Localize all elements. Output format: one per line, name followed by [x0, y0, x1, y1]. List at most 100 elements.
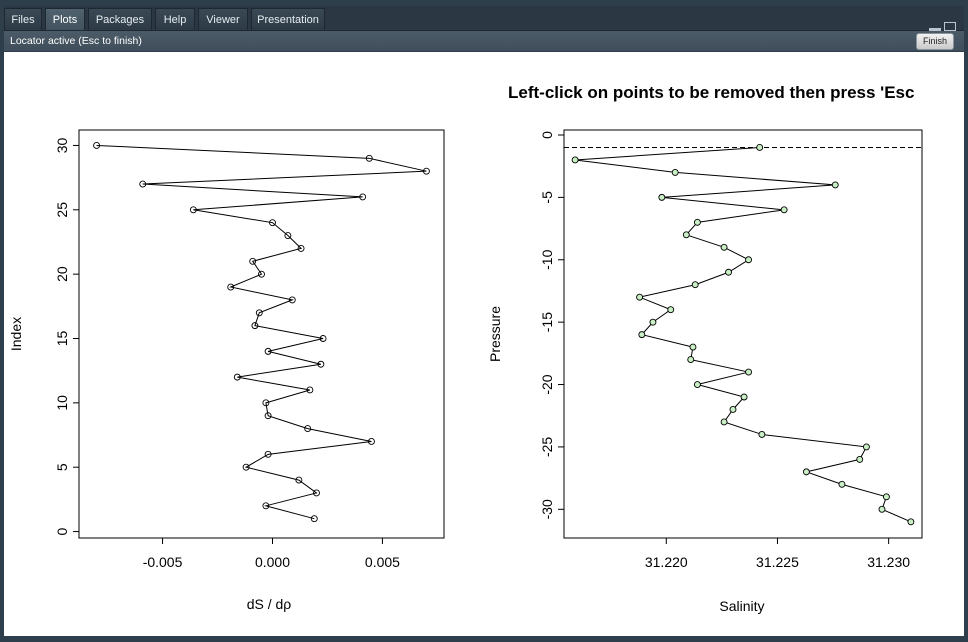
left-data-point[interactable] [422, 167, 430, 175]
right-data-point[interactable] [740, 393, 748, 401]
left-y-tick-label: 30 [54, 137, 70, 153]
right-x-tick-label: 31.220 [645, 554, 688, 570]
right-data-point[interactable] [691, 281, 699, 289]
right-data-point[interactable] [856, 455, 864, 463]
left-data-point[interactable] [310, 515, 318, 523]
right-data-point[interactable] [649, 318, 657, 326]
left-series-line [96, 144, 427, 520]
right-data-point[interactable] [720, 418, 728, 426]
left-x-axis-label: dS / dρ [247, 596, 292, 612]
left-data-point[interactable] [227, 283, 235, 291]
left-data-point[interactable] [319, 335, 327, 342]
left-y-tick-label: 20 [54, 266, 70, 282]
tab-files[interactable]: Files [4, 8, 42, 30]
left-data-point[interactable] [189, 206, 197, 214]
left-data-point[interactable] [264, 450, 272, 458]
right-data-point[interactable] [745, 256, 753, 264]
right-data-point[interactable] [693, 218, 701, 226]
left-data-point[interactable] [295, 476, 303, 484]
right-data-point[interactable] [693, 381, 701, 388]
left-data-point[interactable] [359, 193, 367, 201]
right-data-point[interactable] [638, 331, 646, 339]
left-data-point[interactable] [313, 489, 320, 497]
right-data-point[interactable] [878, 505, 886, 513]
left-data-point[interactable] [367, 438, 375, 445]
left-data-point[interactable] [255, 309, 263, 317]
finish-button[interactable]: Finish [915, 33, 954, 50]
right-data-point[interactable] [756, 144, 764, 151]
right-data-point[interactable] [720, 243, 728, 251]
left-data-point[interactable] [317, 360, 325, 368]
left-data-point[interactable] [304, 425, 312, 433]
left-data-point[interactable] [262, 502, 270, 510]
left-y-tick-label: 0 [54, 527, 70, 535]
locator-status: Locator active (Esc to finish) [10, 35, 142, 47]
tab-presentation[interactable]: Presentation [251, 8, 325, 30]
left-data-point[interactable] [365, 154, 373, 162]
right-data-point[interactable] [838, 480, 846, 488]
right-data-point[interactable] [636, 293, 644, 301]
left-data-point[interactable] [233, 373, 241, 381]
left-plot-frame [78, 129, 445, 539]
left-data-point[interactable] [264, 412, 272, 420]
left-data-point[interactable] [306, 386, 314, 394]
right-data-point[interactable] [729, 406, 737, 413]
right-data-point[interactable] [758, 430, 766, 438]
right-data-point[interactable] [689, 343, 697, 351]
right-data-point[interactable] [862, 443, 870, 451]
left-y-tick-label: 25 [54, 202, 70, 218]
right-data-point[interactable] [745, 368, 753, 376]
left-data-point[interactable] [258, 270, 265, 278]
left-data-point[interactable] [284, 232, 292, 239]
minimize-pane-icon[interactable] [929, 22, 941, 31]
right-data-point[interactable] [802, 468, 810, 476]
plot-canvas[interactable]: -0.005 0.000 0.005 0 5 10 15 20 25 30 dS / dρ In… [4, 52, 964, 636]
tab-viewer[interactable]: Viewer [198, 8, 248, 30]
tab-packages[interactable]: Packages [88, 8, 152, 30]
left-data-point[interactable] [93, 141, 101, 149]
left-data-point[interactable] [251, 322, 259, 330]
left-series [93, 141, 430, 523]
right-y-tick-label: -15 [539, 312, 555, 332]
left-x-axis: -0.005 0.000 0.005 [143, 538, 400, 570]
right-data-point[interactable] [687, 356, 695, 364]
right-series [571, 144, 915, 526]
right-y-tick-label: -10 [539, 249, 555, 269]
right-x-tick-label: 31.225 [756, 554, 799, 570]
right-data-point[interactable] [571, 156, 579, 164]
right-data-point[interactable] [671, 168, 679, 176]
tab-plots[interactable]: Plots [45, 8, 85, 30]
right-plot-title: Left-click on points to be removed then … [508, 83, 914, 102]
pane-tab-bar: Files Plots Packages Help Viewer Present… [4, 6, 964, 31]
right-data-point[interactable] [780, 206, 788, 214]
left-data-point[interactable] [297, 244, 305, 252]
left-data-point[interactable] [288, 296, 296, 304]
right-data-point[interactable] [682, 231, 690, 239]
right-data-point[interactable] [907, 518, 915, 526]
left-data-point[interactable] [139, 180, 147, 188]
left-y-tick-label: 15 [54, 331, 70, 347]
maximize-pane-icon[interactable] [944, 22, 956, 31]
left-data-point[interactable] [249, 257, 257, 265]
left-data-point[interactable] [269, 219, 276, 227]
left-data-point[interactable] [242, 463, 250, 471]
pane-window-controls [926, 18, 956, 36]
right-data-point[interactable] [725, 268, 732, 276]
right-data-point[interactable] [658, 193, 666, 201]
left-x-tick-label: 0.005 [365, 554, 400, 570]
left-y-axis: 0 5 10 15 20 25 30 [54, 137, 79, 535]
right-plot-frame [563, 129, 923, 539]
right-data-point[interactable] [831, 181, 839, 189]
left-x-tick-label: 0.000 [255, 554, 290, 570]
left-data-point[interactable] [264, 347, 272, 355]
left-y-tick-label: 5 [54, 463, 70, 471]
right-series-line [575, 146, 912, 523]
right-y-tick-label: -30 [539, 499, 555, 519]
right-x-axis: 31.220 31.225 31.230 [645, 538, 910, 570]
right-x-axis-label: Salinity [719, 598, 764, 614]
right-data-point[interactable] [882, 493, 890, 501]
left-data-point[interactable] [262, 399, 270, 407]
right-x-tick-label: 31.230 [867, 554, 910, 570]
tab-help[interactable]: Help [155, 8, 195, 30]
right-data-point[interactable] [667, 306, 675, 314]
